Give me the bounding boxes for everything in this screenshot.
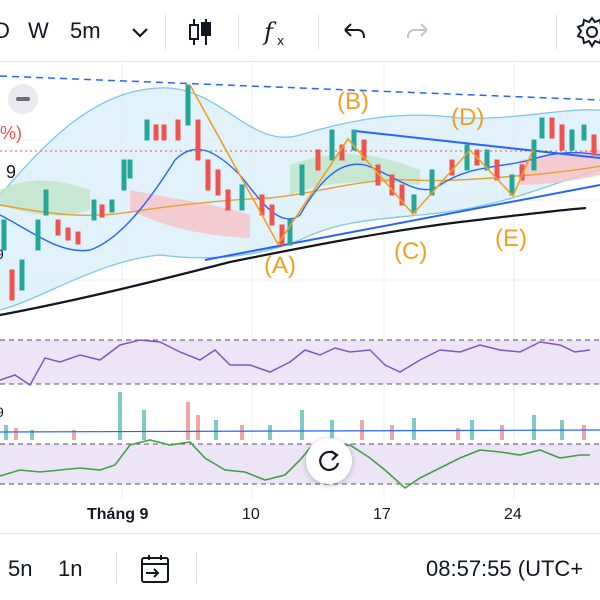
wave-label-b[interactable]: (B) [337,88,369,115]
rsi-line [0,339,591,387]
wave-label-d[interactable]: (D) [451,104,485,131]
price-chart[interactable] [0,63,600,533]
moving-average-long [0,206,587,317]
ichimoku-cloud [290,154,420,195]
range-1n-button[interactable]: 1n [58,556,83,581]
minus-icon [16,97,30,101]
fx-icon[interactable]: f x [258,14,294,50]
ichimoku-cloud [130,190,250,238]
range-5n-button[interactable]: 5n [8,556,33,581]
volume-bars [0,392,600,440]
oscillator-line [0,439,590,490]
elliott-wave-path[interactable] [189,84,534,246]
top-toolbar: D W 5m f x [0,0,600,62]
redo-icon[interactable] [400,14,436,50]
symbol-button[interactable]: D [0,18,10,43]
x-axis-label: 10 [242,506,260,523]
x-axis-label: Tháng 9 [87,506,149,523]
rsi-panel-background [0,340,600,384]
interval-5m-button[interactable]: 5m [70,18,101,43]
oscillator-panel-background [0,444,600,484]
x-axis-label: 24 [504,506,522,523]
svg-text:f: f [262,18,277,46]
lower-trendline[interactable] [204,184,600,261]
x-axis-label: 17 [373,506,391,523]
moving-average-mid [0,165,600,216]
calendar-arrow-icon[interactable] [138,552,172,586]
footer-divider [116,552,117,584]
wave-label-c[interactable]: (C) [394,238,428,265]
percent-label: %) [0,123,22,143]
bollinger-band [0,87,600,311]
price-scale-label: 9 [6,162,17,182]
candlesticks [1,84,597,301]
footer-divider [196,552,197,584]
undo-icon[interactable] [336,14,372,50]
toolbar-divider [165,14,166,50]
toolbar-divider [318,14,319,50]
chevron-down-icon[interactable] [122,14,158,50]
gear-icon[interactable] [574,14,600,50]
interval-w-button[interactable]: W [28,18,49,43]
reset-chart-button[interactable] [306,438,352,484]
wave-label-a[interactable]: (A) [264,252,296,279]
toolbar-divider [556,14,557,50]
candlestick-icon[interactable] [182,14,218,50]
upper-trendline-dashed[interactable] [0,75,600,101]
timezone-clock[interactable]: 08:57:55 (UTC+ [426,556,584,581]
reset-icon [319,450,340,472]
volume-scale-label: 9 [0,404,4,420]
bottom-toolbar: 5n 1n 08:57:55 (UTC+ [0,533,600,600]
price-scale-label: 9 [0,246,4,262]
collapse-button[interactable] [8,84,38,114]
wave-label-e[interactable]: (E) [495,225,527,252]
ichimoku-cloud [520,150,600,185]
svg-text:x: x [277,34,284,48]
moving-average-short [0,148,600,252]
toolbar-divider [238,14,239,50]
